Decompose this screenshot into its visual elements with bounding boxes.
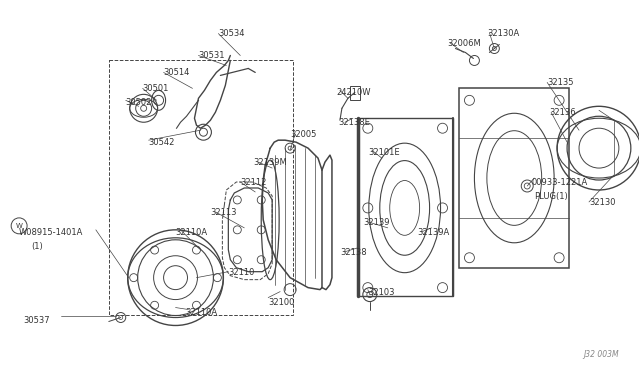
Text: 32006M: 32006M <box>447 39 481 48</box>
Text: 24210W: 24210W <box>336 89 371 97</box>
Text: 32100: 32100 <box>268 298 294 307</box>
Text: 32005: 32005 <box>290 130 317 139</box>
Text: 32110A: 32110A <box>186 308 218 317</box>
Bar <box>358 118 452 296</box>
Bar <box>350 86 360 100</box>
Text: 30537: 30537 <box>23 315 50 324</box>
Text: 32130: 32130 <box>589 198 616 207</box>
Text: 32101E: 32101E <box>368 148 399 157</box>
Text: PLUG(1): PLUG(1) <box>534 192 568 201</box>
Text: W08915-1401A: W08915-1401A <box>19 228 83 237</box>
Text: 30501: 30501 <box>143 84 169 93</box>
Text: 30502: 30502 <box>125 98 152 108</box>
Text: 30514: 30514 <box>164 68 190 77</box>
Text: 32136: 32136 <box>549 108 576 117</box>
Text: 32110: 32110 <box>228 268 255 277</box>
Text: 32139M: 32139M <box>253 158 287 167</box>
Text: (1): (1) <box>31 242 43 251</box>
Text: 32110A: 32110A <box>175 228 207 237</box>
Text: 32112: 32112 <box>240 178 267 187</box>
Bar <box>460 89 569 268</box>
Text: 30534: 30534 <box>218 29 245 38</box>
Bar <box>109 61 293 314</box>
Text: W: W <box>16 223 22 229</box>
Text: 32138: 32138 <box>340 248 367 257</box>
Text: 32130A: 32130A <box>488 29 520 38</box>
Text: 32138E: 32138E <box>338 118 370 127</box>
Text: J32 003M: J32 003M <box>583 350 619 359</box>
Text: 30542: 30542 <box>148 138 175 147</box>
Text: 32139: 32139 <box>363 218 389 227</box>
Text: 32135: 32135 <box>547 78 573 87</box>
Text: 32139A: 32139A <box>418 228 450 237</box>
Text: 32113: 32113 <box>211 208 237 217</box>
Text: 32103: 32103 <box>368 288 394 296</box>
Text: 00933-1221A: 00933-1221A <box>531 178 588 187</box>
Text: 30531: 30531 <box>198 51 225 60</box>
